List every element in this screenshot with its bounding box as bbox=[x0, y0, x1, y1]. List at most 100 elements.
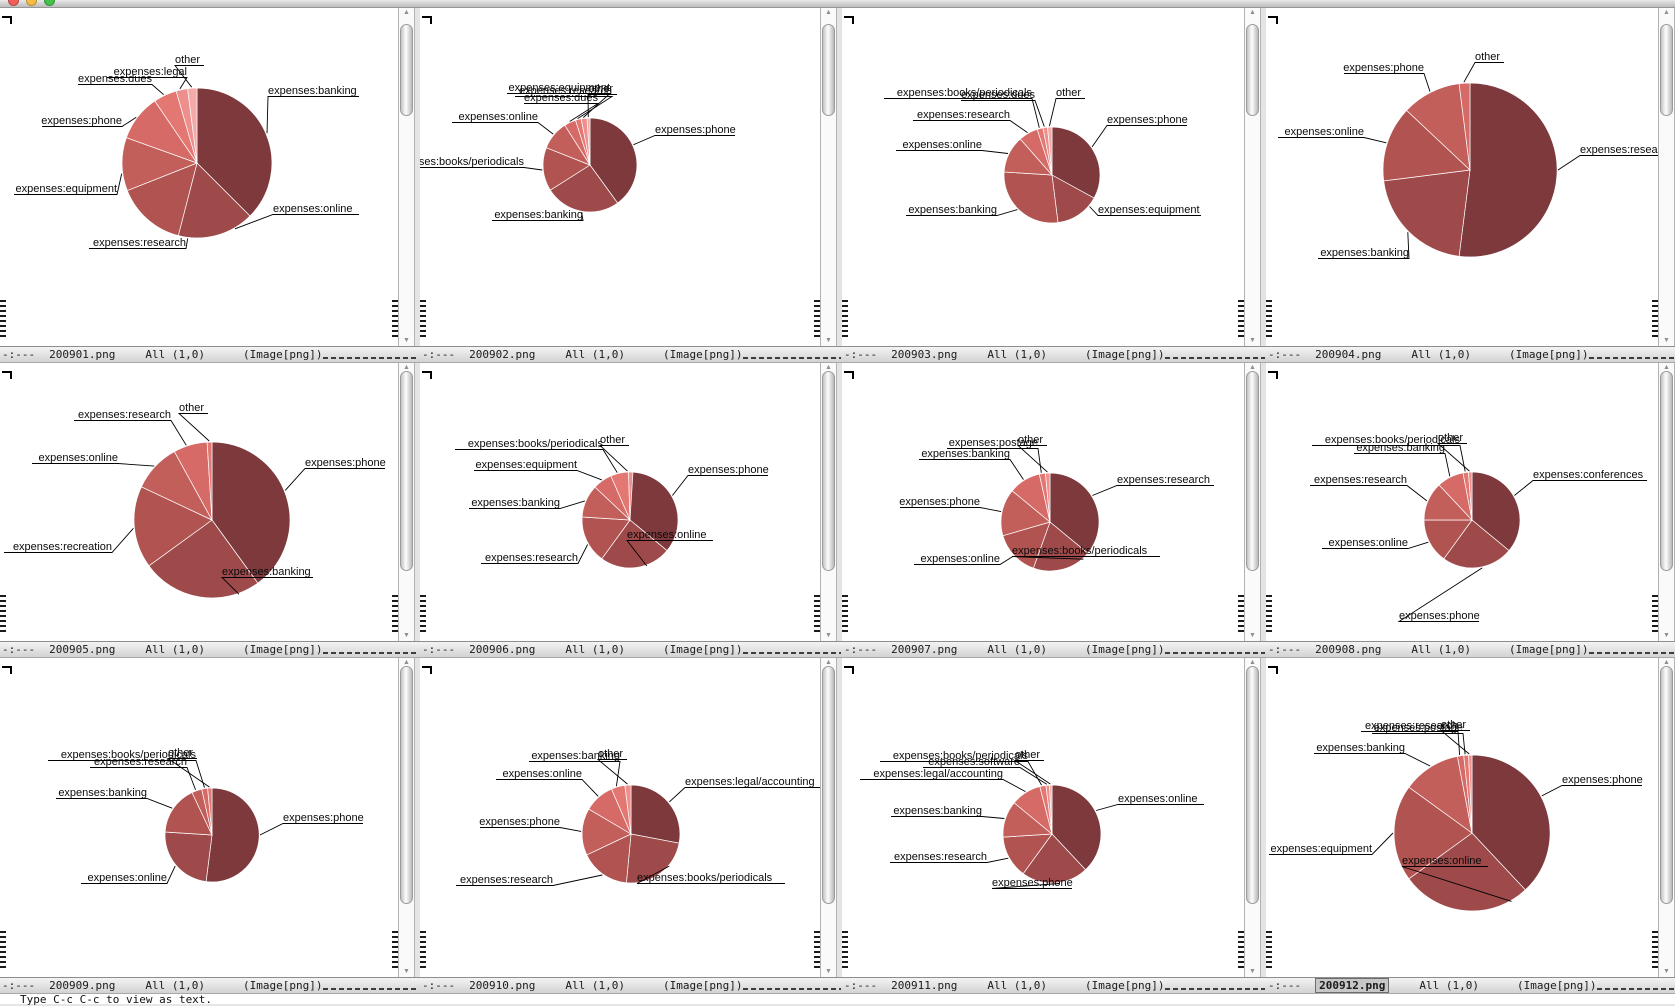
image-buffer-200910.png[interactable]: expenses:banking other expenses:online expe… bbox=[420, 658, 820, 977]
image-buffer-200902.png[interactable]: expenses:phone expenses:banking expenses:b… bbox=[420, 8, 820, 346]
modeline-200908.png[interactable]: -:--- 200908.png All (1,0) (Image[png]) bbox=[1266, 641, 1675, 658]
pie-label: expenses:banking bbox=[908, 204, 997, 216]
image-buffer-200908.png[interactable]: expenses:books/periodicals other expenses:… bbox=[1266, 363, 1658, 641]
image-buffer-200903.png[interactable]: expenses:phone expenses:equipment expenses… bbox=[842, 8, 1244, 346]
pie-slice-expenses-phone bbox=[1471, 754, 1551, 891]
scrollbar-down-arrow[interactable]: ▼ bbox=[403, 968, 410, 975]
image-buffer-200905.png[interactable]: expenses:research other expenses:online exp… bbox=[0, 363, 398, 641]
vertical-scrollbar[interactable]: ▲ ▼ bbox=[1244, 363, 1261, 641]
label-leader-line bbox=[507, 93, 612, 118]
scrollbar-up-arrow[interactable]: ▲ bbox=[1249, 9, 1256, 16]
scrollbar-down-arrow[interactable]: ▼ bbox=[403, 337, 410, 344]
vertical-scrollbar[interactable]: ▲ ▼ bbox=[820, 658, 837, 977]
scrollbar-thumb[interactable] bbox=[400, 371, 413, 571]
scrollbar-down-arrow[interactable]: ▼ bbox=[403, 632, 410, 639]
scrollbar-up-arrow[interactable]: ▲ bbox=[1663, 9, 1670, 16]
scrollbar-down-arrow[interactable]: ▼ bbox=[1663, 968, 1670, 975]
scrollbar-thumb[interactable] bbox=[400, 24, 413, 116]
image-buffer-200907.png[interactable]: expenses:postage other expenses:banking exp… bbox=[842, 363, 1244, 641]
scrollbar-up-arrow[interactable]: ▲ bbox=[1249, 659, 1256, 666]
vertical-scrollbar[interactable]: ▲ ▼ bbox=[1658, 8, 1675, 346]
scrollbar-up-arrow[interactable]: ▲ bbox=[825, 659, 832, 666]
scrollbar-up-arrow[interactable]: ▲ bbox=[403, 9, 410, 16]
scrollbar-thumb[interactable] bbox=[822, 666, 835, 904]
modeline-buffer-name: 200902.png bbox=[469, 348, 536, 361]
modeline-position: All (1,0) bbox=[1419, 979, 1479, 992]
scrollbar-thumb[interactable] bbox=[822, 371, 835, 571]
scrollbar-thumb[interactable] bbox=[1660, 371, 1673, 571]
scrollbar-down-arrow[interactable]: ▼ bbox=[825, 632, 832, 639]
modeline-200904.png[interactable]: -:--- 200904.png All (1,0) (Image[png]) bbox=[1266, 346, 1675, 363]
label-leader-line bbox=[81, 865, 176, 884]
vertical-scrollbar[interactable]: ▲ ▼ bbox=[398, 658, 415, 977]
image-buffer-200904.png[interactable]: other expenses:phone expenses:online expens… bbox=[1266, 8, 1658, 346]
fringe-truncation-marks bbox=[392, 595, 398, 635]
modeline-200909.png[interactable]: -:--- 200909.png All (1,0) (Image[png]) bbox=[0, 977, 420, 994]
modeline-200903.png[interactable]: -:--- 200903.png All (1,0) (Image[png]) bbox=[842, 346, 1266, 363]
modeline-buffer-name: 200910.png bbox=[469, 979, 536, 992]
echo-area: Type C-c C-c to view as text. bbox=[0, 994, 1675, 1005]
scrollbar-down-arrow[interactable]: ▼ bbox=[1249, 632, 1256, 639]
label-leader-line bbox=[42, 116, 137, 127]
label-leader-line bbox=[596, 759, 628, 785]
scrollbar-up-arrow[interactable]: ▲ bbox=[403, 364, 410, 371]
scrollbar-up-arrow[interactable]: ▲ bbox=[1663, 364, 1670, 371]
scrollbar-thumb[interactable] bbox=[1246, 24, 1259, 116]
scrollbar-down-arrow[interactable]: ▼ bbox=[1249, 337, 1256, 344]
vertical-scrollbar[interactable]: ▲ ▼ bbox=[820, 363, 837, 641]
label-leader-line bbox=[890, 857, 1009, 863]
scrollbar-thumb[interactable] bbox=[1246, 371, 1259, 571]
image-buffer-200906.png[interactable]: expenses:books/periodicals other expenses:… bbox=[420, 363, 820, 641]
scrollbar-down-arrow[interactable]: ▼ bbox=[825, 968, 832, 975]
modeline-200907.png[interactable]: -:--- 200907.png All (1,0) (Image[png]) bbox=[842, 641, 1266, 658]
label-leader-line bbox=[492, 212, 584, 221]
scrollbar-down-arrow[interactable]: ▼ bbox=[825, 337, 832, 344]
image-buffer-200912.png[interactable]: expenses:research expenses:postage other ex… bbox=[1266, 658, 1658, 977]
close-button[interactable] bbox=[8, 0, 19, 6]
fringe-truncation-marks bbox=[1652, 300, 1658, 340]
scrollbar-thumb[interactable] bbox=[822, 24, 835, 116]
scrollbar-down-arrow[interactable]: ▼ bbox=[1663, 337, 1670, 344]
vertical-scrollbar[interactable]: ▲ ▼ bbox=[820, 8, 837, 346]
fringe-truncation-marks bbox=[0, 595, 6, 635]
scrollbar-thumb[interactable] bbox=[400, 666, 413, 904]
vertical-scrollbar[interactable]: ▲ ▼ bbox=[1658, 363, 1675, 641]
modeline-200912.png[interactable]: -:--- 200912.png All (1,0) (Image[png]) bbox=[1266, 977, 1675, 994]
scrollbar-thumb[interactable] bbox=[1660, 666, 1673, 904]
scrollbar-up-arrow[interactable]: ▲ bbox=[825, 9, 832, 16]
modeline-200906.png[interactable]: -:--- 200906.png All (1,0) (Image[png]) bbox=[420, 641, 842, 658]
scrollbar-thumb[interactable] bbox=[1660, 24, 1673, 116]
modeline-200910.png[interactable]: -:--- 200910.png All (1,0) (Image[png]) bbox=[420, 977, 842, 994]
scrollbar-down-arrow[interactable]: ▼ bbox=[1249, 968, 1256, 975]
modeline-200905.png[interactable]: -:--- 200905.png All (1,0) (Image[png]) bbox=[0, 641, 420, 658]
minimize-button[interactable] bbox=[26, 0, 37, 6]
image-buffer-200901.png[interactable]: expenses:banking expenses:online expenses:… bbox=[0, 8, 398, 346]
modeline-200902.png[interactable]: -:--- 200902.png All (1,0) (Image[png]) bbox=[420, 346, 842, 363]
emacs-frame: expenses:banking expenses:online expenses:… bbox=[0, 8, 1675, 994]
zoom-button[interactable] bbox=[44, 0, 55, 6]
vertical-scrollbar[interactable]: ▲ ▼ bbox=[1244, 658, 1261, 977]
scrollbar-up-arrow[interactable]: ▲ bbox=[1663, 659, 1670, 666]
vertical-scrollbar[interactable]: ▲ ▼ bbox=[1658, 658, 1675, 977]
image-buffer-200911.png[interactable]: expenses:books/periodicals expenses:softw… bbox=[842, 658, 1244, 977]
pie-slice-expenses-phone bbox=[211, 441, 291, 584]
vertical-scrollbar[interactable]: ▲ ▼ bbox=[1244, 8, 1261, 346]
scrollbar-up-arrow[interactable]: ▲ bbox=[403, 659, 410, 666]
scrollbar-thumb[interactable] bbox=[1246, 666, 1259, 904]
scrollbar-up-arrow[interactable]: ▲ bbox=[1249, 364, 1256, 371]
pie-label: expenses:research bbox=[1314, 474, 1407, 486]
scrollbar-up-arrow[interactable]: ▲ bbox=[825, 364, 832, 371]
modeline-200901.png[interactable]: -:--- 200901.png All (1,0) (Image[png]) bbox=[0, 346, 420, 363]
label-leader-line bbox=[961, 100, 1045, 127]
pie-slice-expenses-phone bbox=[1022, 833, 1086, 884]
pie-label: expenses:online bbox=[920, 553, 1000, 565]
pie-slice-other bbox=[207, 787, 213, 836]
modeline-filler-dashes bbox=[1165, 987, 1265, 990]
vertical-scrollbar[interactable]: ▲ ▼ bbox=[398, 363, 415, 641]
scrollbar-down-arrow[interactable]: ▼ bbox=[1663, 632, 1670, 639]
modeline-200911.png[interactable]: -:--- 200911.png All (1,0) (Image[png]) bbox=[842, 977, 1266, 994]
pie-label: expenses:phone bbox=[479, 816, 560, 828]
image-buffer-200909.png[interactable]: expenses:books/periodicals expenses:resea… bbox=[0, 658, 398, 977]
vertical-scrollbar[interactable]: ▲ ▼ bbox=[398, 8, 415, 346]
window-divider bbox=[415, 8, 420, 346]
